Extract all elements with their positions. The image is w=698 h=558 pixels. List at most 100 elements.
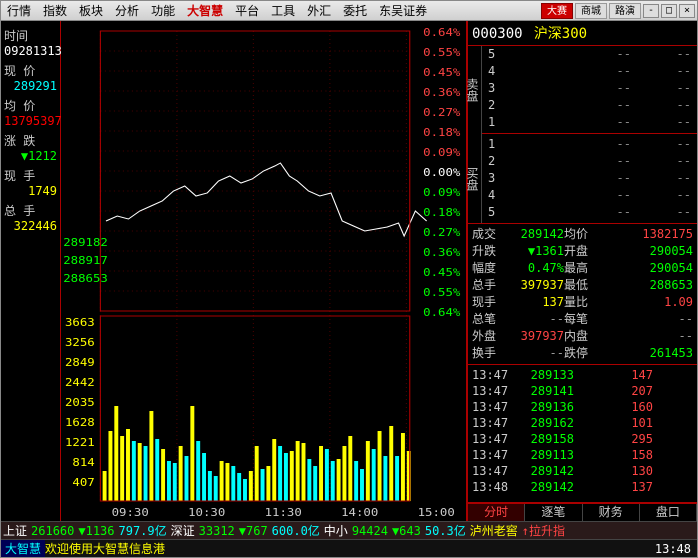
svg-text:0.18%: 0.18% — [423, 126, 460, 139]
status-item: ▼767 — [237, 524, 270, 538]
bid-row: 1---- — [482, 136, 697, 153]
time-label: 时间 — [4, 27, 57, 44]
svg-text:0.55%: 0.55% — [423, 46, 460, 59]
menu-item[interactable]: 板块 — [73, 2, 109, 19]
svg-text:0.00%: 0.00% — [423, 166, 460, 179]
tick-row: 13:47289113158 — [472, 447, 693, 463]
bid-row: 2---- — [482, 153, 697, 170]
svg-text:2849: 2849 — [65, 356, 95, 369]
status-item: 94424 — [350, 524, 390, 538]
stock-code: 000300 — [472, 26, 523, 42]
avg-value: 13795397 — [4, 114, 57, 128]
menu-item[interactable]: 指数 — [37, 2, 73, 19]
stat-row: 总笔--每笔-- — [472, 311, 693, 328]
status-item: 泸州老窖 — [468, 522, 520, 539]
maximize-button[interactable]: □ — [661, 4, 677, 18]
status-item: ▼643 — [390, 524, 423, 538]
svg-text:14:00: 14:00 — [341, 506, 378, 519]
svg-text:3256: 3256 — [65, 336, 95, 349]
svg-text:1221: 1221 — [65, 436, 95, 449]
right-tabs: 分时逐笔财务盘口 — [468, 503, 697, 521]
ask-row: 4---- — [482, 63, 697, 80]
price-value: 289291 — [4, 79, 57, 93]
svg-text:3663: 3663 — [65, 316, 95, 329]
stat-row: 总手397937最低288653 — [472, 277, 693, 294]
menu-item[interactable]: 工具 — [265, 2, 301, 19]
menu-item[interactable]: 行情 — [1, 2, 37, 19]
svg-text:15:00: 15:00 — [418, 506, 455, 519]
minimize-button[interactable]: - — [643, 4, 659, 18]
clock: 13:48 — [655, 542, 697, 556]
ask-row: 1---- — [482, 114, 697, 131]
svg-text:11:30: 11:30 — [265, 506, 302, 519]
order-book: 卖盘 买盘 5----4----3----2----1----1----2---… — [468, 46, 697, 224]
tick-row: 13:47289136160 — [472, 399, 693, 415]
menu-item[interactable]: 东吴证券 — [373, 2, 433, 19]
stat-row: 现手137量比1.09 — [472, 294, 693, 311]
change-value: ▼1212 — [4, 149, 57, 163]
svg-text:2035: 2035 — [65, 396, 95, 409]
svg-text:1628: 1628 — [65, 416, 95, 429]
svg-text:0.36%: 0.36% — [423, 246, 460, 259]
status-item: 深证 — [169, 522, 197, 539]
svg-text:289182: 289182 — [63, 236, 108, 249]
close-button[interactable]: × — [679, 4, 695, 18]
stat-row: 升跌▼1361开盘290054 — [472, 243, 693, 260]
bid-row: 4---- — [482, 187, 697, 204]
status-item: 50.3亿 — [423, 522, 468, 539]
ask-row: 3---- — [482, 80, 697, 97]
status-bar-2: 大智慧 欢迎使用大智慧信息港 13:48 — [1, 539, 697, 557]
menu-item[interactable]: 委托 — [337, 2, 373, 19]
toolbar-button[interactable]: 商城 — [575, 3, 607, 19]
stock-title: 000300 沪深300 — [468, 21, 697, 46]
svg-text:0.45%: 0.45% — [423, 66, 460, 79]
tick-row: 13:47289133147 — [472, 367, 693, 383]
bid-row: 3---- — [482, 170, 697, 187]
avg-label: 均 价 — [4, 97, 57, 114]
menu-item[interactable]: 大智慧 — [181, 2, 229, 19]
menu-item[interactable]: 功能 — [145, 2, 181, 19]
status-item: 261660 — [29, 524, 76, 538]
svg-text:09:30: 09:30 — [112, 506, 149, 519]
menu-item[interactable]: 外汇 — [301, 2, 337, 19]
welcome-msg: 欢迎使用大智慧信息港 — [45, 540, 165, 557]
svg-text:0.45%: 0.45% — [423, 266, 460, 279]
stat-row: 外盘397937内盘-- — [472, 328, 693, 345]
status-item: 600.0亿 — [270, 522, 322, 539]
right-tab[interactable]: 逐笔 — [525, 504, 582, 521]
right-tab[interactable]: 财务 — [583, 504, 640, 521]
status-item: 上证 — [1, 522, 29, 539]
change-label: 涨 跌 — [4, 132, 57, 149]
svg-text:407: 407 — [72, 476, 94, 489]
svg-text:0.27%: 0.27% — [423, 226, 460, 239]
svg-text:0.27%: 0.27% — [423, 106, 460, 119]
vol-label: 现 手 — [4, 167, 57, 184]
left-info-panel: 时间 09281313 现 价 289291 均 价 13795397 涨 跌 … — [1, 21, 61, 521]
bid-label: 买盘 — [468, 135, 481, 224]
total-value: 322446 — [4, 219, 57, 233]
svg-text:288917: 288917 — [63, 254, 108, 267]
tick-row: 13:47289162101 — [472, 415, 693, 431]
right-tab[interactable]: 分时 — [468, 504, 525, 521]
status-bar-1: 上证261660▼1136797.9亿深证33312▼767600.0亿中小94… — [1, 521, 697, 539]
menu-item[interactable]: 平台 — [229, 2, 265, 19]
ask-label: 卖盘 — [468, 46, 481, 135]
svg-text:2442: 2442 — [65, 376, 95, 389]
chart-area[interactable]: 0.64%0.55%0.45%0.36%0.27%0.18%0.09%0.00%… — [61, 21, 467, 521]
stats-panel: 成交289142均价1382175升跌▼1361开盘290054幅度0.47%最… — [468, 224, 697, 365]
svg-text:10:30: 10:30 — [188, 506, 225, 519]
status-item: ↑拉升指 — [520, 522, 567, 539]
right-tab[interactable]: 盘口 — [640, 504, 697, 521]
stock-name: 沪深300 — [534, 26, 587, 42]
svg-text:288653: 288653 — [63, 272, 108, 285]
toolbar-button[interactable]: 路演 — [609, 3, 641, 19]
status-item: 797.9亿 — [117, 522, 169, 539]
status-item: 33312 — [197, 524, 237, 538]
stat-row: 成交289142均价1382175 — [472, 226, 693, 243]
svg-text:0.64%: 0.64% — [423, 306, 460, 319]
toolbar-button[interactable]: 大赛 — [541, 3, 573, 19]
menu-item[interactable]: 分析 — [109, 2, 145, 19]
time-value: 09281313 — [4, 44, 57, 58]
ask-row: 2---- — [482, 97, 697, 114]
tick-row: 13:47289141207 — [472, 383, 693, 399]
